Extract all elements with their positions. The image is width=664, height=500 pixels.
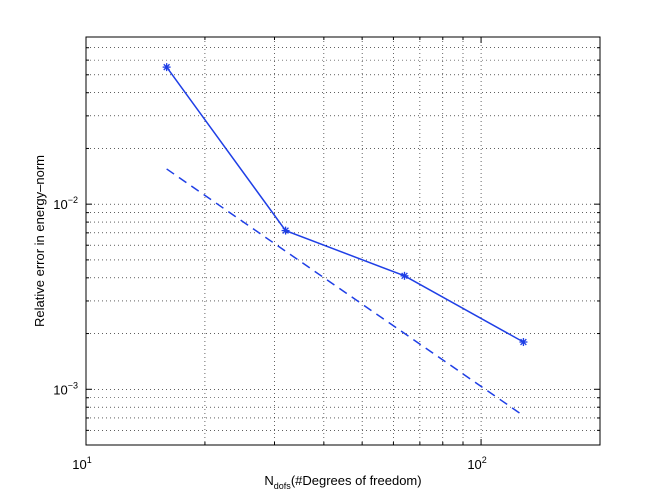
data-point-marker xyxy=(281,226,290,235)
marker-stroke xyxy=(282,227,289,234)
x-axis-label: Ndofs(#Degrees of freedom) xyxy=(264,473,421,491)
grid xyxy=(86,37,600,445)
marker-stroke xyxy=(401,272,408,280)
error-series-line xyxy=(166,66,524,343)
data-point-marker xyxy=(162,63,171,72)
marker-stroke xyxy=(520,338,527,346)
x-tick-label: 101 xyxy=(72,455,91,472)
ticks: 101 102 10−3 10−2 xyxy=(53,37,600,472)
x-axis-label-sub: dofs xyxy=(274,481,292,491)
reference-slope-line xyxy=(166,168,524,417)
plot-background xyxy=(86,37,600,445)
plot-frame xyxy=(85,36,601,446)
y-axis-label: Relative error in energy–norm xyxy=(32,155,47,327)
y-tick-label: 10−3 xyxy=(53,380,78,397)
data-point-marker xyxy=(519,338,528,347)
x-axis-label-main: N xyxy=(264,473,273,488)
series-layer xyxy=(162,63,528,417)
x-axis-label-rest: (#Degrees of freedom) xyxy=(291,473,422,488)
x-tick-label: 102 xyxy=(467,455,486,472)
data-point-marker xyxy=(400,271,409,280)
marker-stroke xyxy=(163,63,170,71)
y-tick-label: 10−2 xyxy=(53,195,78,212)
